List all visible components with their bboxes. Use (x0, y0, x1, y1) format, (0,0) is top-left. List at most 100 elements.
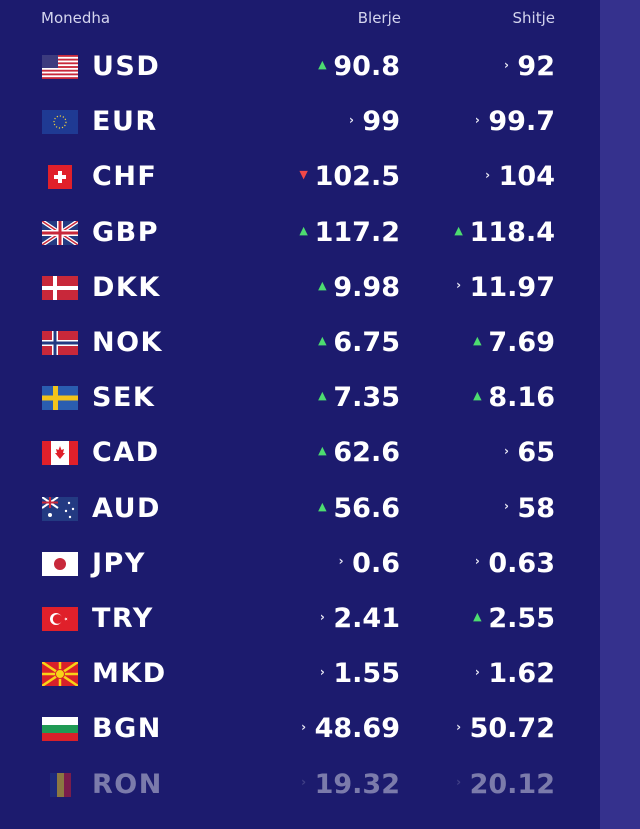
chevron-right-icon: › (319, 664, 325, 679)
sell-rate-value: 2.55 (488, 603, 555, 634)
buy-column-header: Blerje (357, 9, 401, 27)
sell-rate-value: 8.16 (488, 382, 555, 414)
currency-row-cad: CAD ▲ 62.6 › 65 (0, 427, 600, 482)
sell-rate-value: 104 (498, 161, 555, 193)
currency-row-bgn: BGN › 48.69 › 50.72 (0, 703, 600, 758)
chevron-right-icon: › (301, 775, 307, 790)
buy-rate: › 19.32 (200, 769, 400, 800)
currency-code: BGN (92, 713, 162, 745)
buy-rate: ▲ 9.98 (200, 272, 400, 303)
buy-rate-value: 62.6 (333, 437, 400, 469)
sell-rate-value: 118.4 (469, 216, 555, 248)
currency-row-ron: RON › 19.32 › 20.12 (0, 759, 600, 814)
currency-row-eur: EUR › 99 › 99.7 (0, 96, 600, 151)
buy-rate-value: 0.6 (352, 547, 400, 579)
arrow-up-icon: ▲ (318, 499, 327, 513)
arrow-up-icon: ▲ (473, 389, 482, 403)
chevron-right-icon: › (474, 112, 480, 127)
arrow-up-icon: ▲ (318, 278, 327, 292)
arrow-up-icon: ▲ (318, 389, 327, 403)
gb-flag-icon (42, 220, 78, 245)
currency-row-jpy: JPY › 0.6 › 0.63 (0, 538, 600, 593)
arrow-up-icon: ▲ (454, 223, 463, 237)
arrow-up-icon: ▲ (318, 444, 327, 458)
arrow-up-icon: ▲ (318, 334, 327, 347)
buy-rate: › 48.69 (200, 713, 400, 744)
no-flag-icon (42, 331, 78, 355)
chevron-right-icon: › (338, 554, 344, 569)
chevron-right-icon: › (301, 719, 307, 734)
currency-code: TRY (92, 603, 154, 634)
jp-flag-icon (42, 551, 78, 576)
ro-flag-icon (42, 772, 78, 797)
sell-rate-value: 7.69 (488, 327, 555, 358)
sell-rate: › 104 (405, 161, 555, 192)
chevron-right-icon: › (503, 443, 509, 458)
chevron-right-icon: › (456, 719, 462, 734)
sell-column-header: Shitje (512, 9, 555, 27)
sell-rate: › 0.63 (405, 548, 555, 579)
mk-flag-icon (42, 662, 78, 687)
ch-flag-icon (42, 165, 78, 190)
buy-rate: ▲ 117.2 (200, 217, 400, 248)
arrow-down-icon: ▼ (299, 168, 308, 182)
chevron-right-icon: › (319, 609, 325, 624)
currency-code: EUR (92, 106, 158, 138)
sell-rate-value: 99.7 (488, 106, 555, 138)
currency-code: NOK (92, 327, 163, 358)
sell-rate-value: 65 (517, 437, 555, 469)
sell-rate: ▲ 118.4 (405, 217, 555, 248)
sell-rate-value: 20.12 (469, 768, 555, 800)
sell-rate-value: 0.63 (488, 547, 555, 579)
sell-rate-value: 1.62 (488, 658, 555, 690)
au-flag-icon (42, 496, 78, 521)
buy-rate: › 99 (200, 106, 400, 137)
bg-flag-icon (42, 717, 78, 742)
currency-code: AUD (92, 492, 161, 524)
arrow-up-icon: ▲ (473, 610, 482, 623)
currency-code: JPY (92, 547, 146, 579)
sell-rate-value: 11.97 (469, 271, 555, 303)
arrow-up-icon: ▲ (473, 334, 482, 347)
currency-code: GBP (92, 216, 160, 248)
us-flag-icon (42, 55, 78, 79)
sell-rate-value: 58 (517, 492, 555, 524)
chevron-right-icon: › (503, 499, 509, 514)
currency-code: SEK (92, 382, 156, 414)
currency-row-gbp: GBP ▲ 117.2 ▲ 118.4 (0, 207, 600, 262)
buy-rate: ▲ 62.6 (200, 437, 400, 468)
buy-rate-value: 9.98 (333, 271, 400, 303)
sidebar-strip (600, 0, 640, 829)
chevron-right-icon: › (348, 112, 354, 127)
currency-row-sek: SEK ▲ 7.35 ▲ 8.16 (0, 372, 600, 427)
buy-rate-value: 48.69 (314, 713, 400, 745)
buy-rate-value: 19.32 (314, 768, 400, 800)
table-header: Monedha Blerje Shitje (0, 0, 600, 40)
currency-code: CAD (92, 437, 160, 469)
ca-flag-icon (42, 441, 78, 466)
sell-rate: › 99.7 (405, 106, 555, 137)
sell-rate: › 65 (405, 437, 555, 468)
tr-flag-icon (42, 607, 78, 631)
currency-code: USD (92, 51, 161, 82)
eu-flag-icon (42, 110, 78, 135)
arrow-up-icon: ▲ (299, 223, 308, 237)
arrow-up-icon: ▲ (318, 58, 327, 71)
chevron-right-icon: › (474, 554, 480, 569)
buy-rate: › 1.55 (200, 658, 400, 689)
sell-rate: ▲ 8.16 (405, 382, 555, 413)
sell-rate: › 20.12 (405, 769, 555, 800)
buy-rate: ▼ 102.5 (200, 161, 400, 192)
buy-rate-value: 102.5 (314, 161, 400, 193)
currency-row-nok: NOK ▲ 6.75 ▲ 7.69 (0, 317, 600, 372)
sell-rate: ▲ 7.69 (405, 327, 555, 358)
exchange-rates-panel: Monedha Blerje Shitje USD ▲ 90.8 › 92 EUR › 99 ›… (0, 0, 600, 814)
currency-row-mkd: MKD › 1.55 › 1.62 (0, 648, 600, 703)
currency-code: MKD (92, 658, 167, 690)
buy-rate: ▲ 7.35 (200, 382, 400, 413)
currency-code: RON (92, 768, 163, 800)
buy-rate-value: 117.2 (314, 216, 400, 248)
buy-rate: ▲ 56.6 (200, 493, 400, 524)
currency-row-dkk: DKK ▲ 9.98 › 11.97 (0, 262, 600, 317)
currency-row-aud: AUD ▲ 56.6 › 58 (0, 483, 600, 538)
